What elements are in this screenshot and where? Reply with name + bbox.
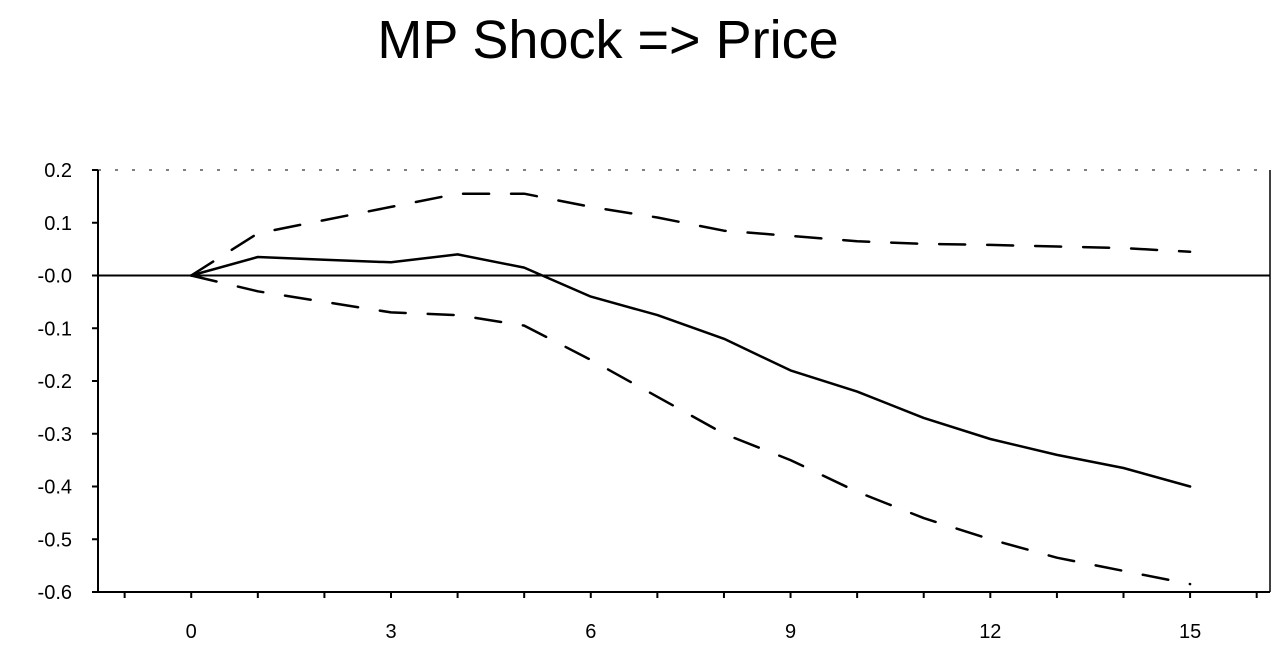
y-tick-label: 0.1 (44, 213, 72, 235)
x-tick-label: 15 (1179, 621, 1201, 643)
y-tick-label: -0.6 (38, 582, 72, 604)
upper-band-line (189, 192, 1192, 277)
y-tick-label: -0.4 (38, 477, 72, 499)
tick-label-layer: 0.2 0.1 -0.0 -0.1 -0.2 -0.3 -0.4 -0.5 -0.6 0 3 6 9 12… (38, 160, 1202, 643)
x-tick-label: 3 (385, 621, 396, 643)
chart-title: MP Shock => Price (377, 10, 839, 70)
y-tick-label: -0.1 (38, 318, 72, 340)
y-tick-label: -0.0 (38, 266, 72, 288)
y-tick-label: -0.5 (38, 529, 72, 551)
y-tick-label: 0.2 (44, 160, 72, 182)
x-tick-label: 6 (585, 621, 596, 643)
axes-layer (92, 169, 1271, 598)
y-tick-label: -0.2 (38, 371, 72, 393)
y-tick-label: -0.3 (38, 424, 72, 446)
x-tick-label: 12 (979, 621, 1001, 643)
x-tick-label: 0 (186, 621, 197, 643)
series-layer (189, 192, 1192, 586)
response-line (189, 253, 1192, 488)
lower-band-line (189, 274, 1192, 586)
x-tick-label: 9 (785, 621, 796, 643)
